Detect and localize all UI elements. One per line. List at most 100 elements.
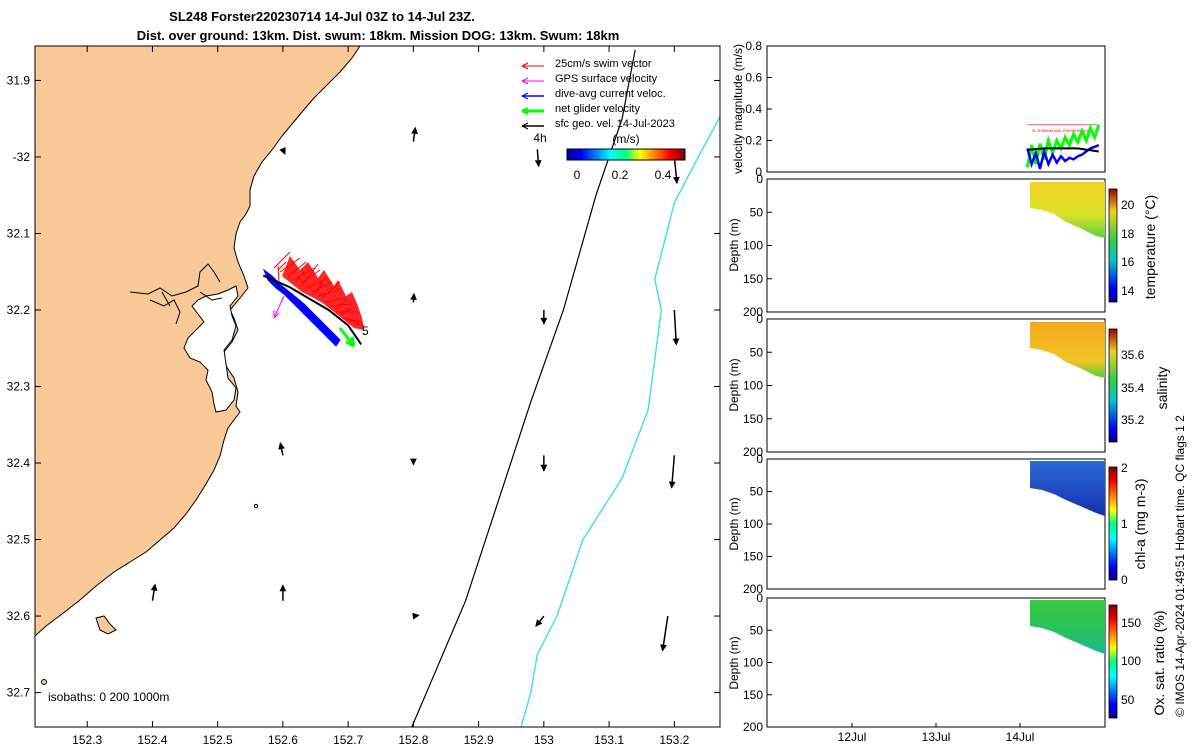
colorbar-tick-2: 0.4 [655, 168, 672, 182]
legend-label-swim: 25cm/s swim vector [555, 58, 652, 70]
tiny-island [41, 679, 47, 685]
geo-arrow-head [279, 584, 287, 592]
map-y-tick-label: 32.7 [7, 686, 31, 700]
depth-tick-label: 100 [743, 517, 763, 531]
geostrophic-arrows [150, 126, 680, 652]
map-y-tick-label: 32.4 [7, 456, 31, 470]
map-x-tick-label: 152.4 [137, 733, 167, 747]
depth-tick-label: 100 [743, 239, 763, 253]
map-y-tick-label: 32.6 [7, 609, 31, 623]
map-x-ticks: 152.3 152.4 152.5 152.6 152.7 152.8 152.9 153 15… [72, 46, 690, 747]
geo-arrow-head [410, 292, 417, 301]
temperature-cbar-tick-14: 14 [1121, 284, 1135, 298]
oxygen-section [1030, 600, 1105, 654]
map-y-tick-label: 32.5 [7, 533, 31, 547]
chla-ylabel: Depth (m) [727, 497, 741, 550]
glider-swim-vectors [273, 251, 365, 330]
salinity-cbar-tick-352: 35.2 [1121, 413, 1145, 427]
map-x-tick-label: 153.2 [659, 733, 689, 747]
legend-label-geo: sfc geo. vel. 14-Jul-2023 [555, 118, 675, 130]
velocity-panel: 0 0.2 0.4 0.6 0.8 velocity magnitude (m/s) S… [731, 39, 1106, 179]
map-title-line2: Dist. over ground: 13km. Dist. swum: 18k… [137, 28, 620, 43]
map-y-tick-label: 32.2 [7, 303, 31, 317]
legend: 25cm/s swim vector GPS surface velocity … [521, 58, 675, 130]
temperature-cbar-tick-20: 20 [1121, 198, 1135, 212]
salinity-cbar-tick-354: 35.4 [1121, 381, 1145, 395]
depth-tick-label: 0 [756, 312, 763, 326]
profile-panel-temperature: Depth (m) 0 50 100 150 200 20 18 16 14 tempe… [727, 172, 1158, 319]
temperature-ylabel: Depth (m) [727, 218, 741, 271]
velocity-y-tick-label: 0 [755, 165, 762, 179]
glider-track [262, 274, 363, 345]
colorbar-units: (m/s) [612, 132, 639, 146]
legend-label-gps: GPS surface velocity [555, 73, 658, 85]
geo-arrow-head [540, 317, 548, 325]
salinity-colorbar [1108, 328, 1118, 443]
depth-tick-label: 150 [743, 412, 763, 426]
chla-cbar-tick-2: 2 [1121, 461, 1128, 475]
depth-tick-label: 150 [743, 688, 763, 702]
geo-arrow-head [278, 441, 285, 450]
oxygen-cbar-tick-100: 100 [1121, 654, 1141, 668]
geo-arrow-head [150, 583, 158, 592]
map-y-tick-label: 32.1 [7, 226, 31, 240]
velocity-y-tick-label: 0.6 [745, 71, 762, 85]
red-up-arrow [277, 265, 280, 283]
legend-entry-gps: GPS surface velocity [521, 73, 658, 85]
temperature-cbar-label: temperature (°C) [1142, 195, 1158, 299]
geo-arrow-head [534, 159, 542, 168]
velocity-y-ticks: 0 0.2 0.4 0.6 0.8 [745, 39, 772, 179]
time-marker: 4h [533, 131, 546, 145]
map-x-tick-label: 152.7 [333, 733, 363, 747]
map-x-tick-label: 152.6 [268, 733, 298, 747]
legend-label-current: dive-avg current veloc. [555, 88, 666, 100]
geo-arrow-head [279, 147, 286, 155]
net-velocity-head [345, 336, 356, 348]
net-velocity-arrow [338, 327, 356, 347]
isobaths-label: isobaths: 0 200 1000m [48, 690, 169, 704]
chla-y-ticks: 0 50 100 150 200 [743, 452, 772, 596]
legend-entry-net: net glider velocity [521, 103, 640, 115]
geo-arrow-head [540, 464, 548, 472]
profile-panel-salinity: Depth (m) 0 50 100 150 200 35.6 35.4 35.2 sa… [727, 312, 1170, 459]
map-x-tick-label: 153 [534, 733, 554, 747]
geo-arrow-head [412, 612, 420, 620]
colorbar-tick-1: 0.2 [612, 168, 629, 182]
end-marker-label: 5 [362, 324, 369, 338]
depth-tick-label: 0 [756, 172, 763, 186]
time-tick-13jul: 13Jul [922, 730, 951, 744]
map-y-tick-label: 32.3 [7, 380, 31, 394]
profile-panel-oxygen: Depth (m) 0 50 100 150 200 150 100 50 Ox. sa… [727, 591, 1167, 744]
salinity-ylabel: Depth (m) [727, 358, 741, 411]
colorbar: (m/s) 4h 0 0.2 0.4 [533, 131, 686, 182]
depth-tick-label: 50 [750, 205, 764, 219]
velocity-y-tick-label: 0.2 [745, 134, 762, 148]
temperature-colorbar [1108, 188, 1118, 303]
small-island [95, 615, 117, 635]
depth-tick-label: 50 [750, 485, 764, 499]
depth-tick-label: 200 [743, 720, 763, 734]
velocity-ylabel: velocity magnitude (m/s) [731, 44, 745, 174]
map-x-tick-label: 152.3 [72, 733, 102, 747]
colorbar-tick-0: 0 [574, 168, 581, 182]
salinity-y-ticks: 0 50 100 150 200 [743, 312, 772, 459]
depth-tick-label: 0 [756, 452, 763, 466]
colorbar-bar [566, 148, 686, 161]
tiny-islet [253, 503, 259, 509]
chla-section [1030, 461, 1105, 516]
velocity-y-tick-label: 0.4 [745, 102, 762, 116]
velocity-series [1025, 123, 1101, 170]
map-x-tick-label: 152.9 [464, 733, 494, 747]
temperature-cbar-tick-18: 18 [1121, 227, 1135, 241]
salinity-section [1030, 322, 1105, 378]
oxygen-cbar-label: Ox. sat. ratio (%) [1151, 610, 1167, 715]
geo-arrow-head [660, 644, 667, 652]
time-tick-14jul: 14Jul [1006, 730, 1035, 744]
velocity-y-tick-label: 0.8 [745, 39, 762, 53]
tiny-red-annotation: SL ZH4WHW MAX JUNHWHW(0)(0) [1032, 129, 1089, 133]
isobath-200m [520, 115, 720, 727]
gps-velocity-head [273, 310, 280, 319]
depth-tick-label: 100 [743, 656, 763, 670]
geo-arrow-head [672, 176, 680, 185]
